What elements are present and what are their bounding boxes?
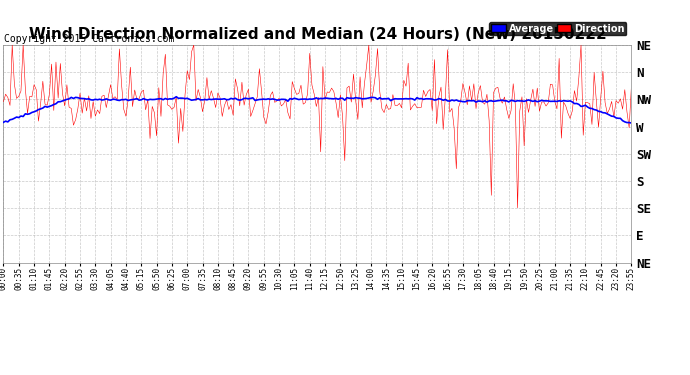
Text: Copyright 2015 Cartronics.com: Copyright 2015 Cartronics.com bbox=[4, 34, 175, 44]
Legend: Average, Direction: Average, Direction bbox=[489, 22, 627, 36]
Title: Wind Direction Normalized and Median (24 Hours) (New) 20150222: Wind Direction Normalized and Median (24… bbox=[28, 27, 607, 42]
